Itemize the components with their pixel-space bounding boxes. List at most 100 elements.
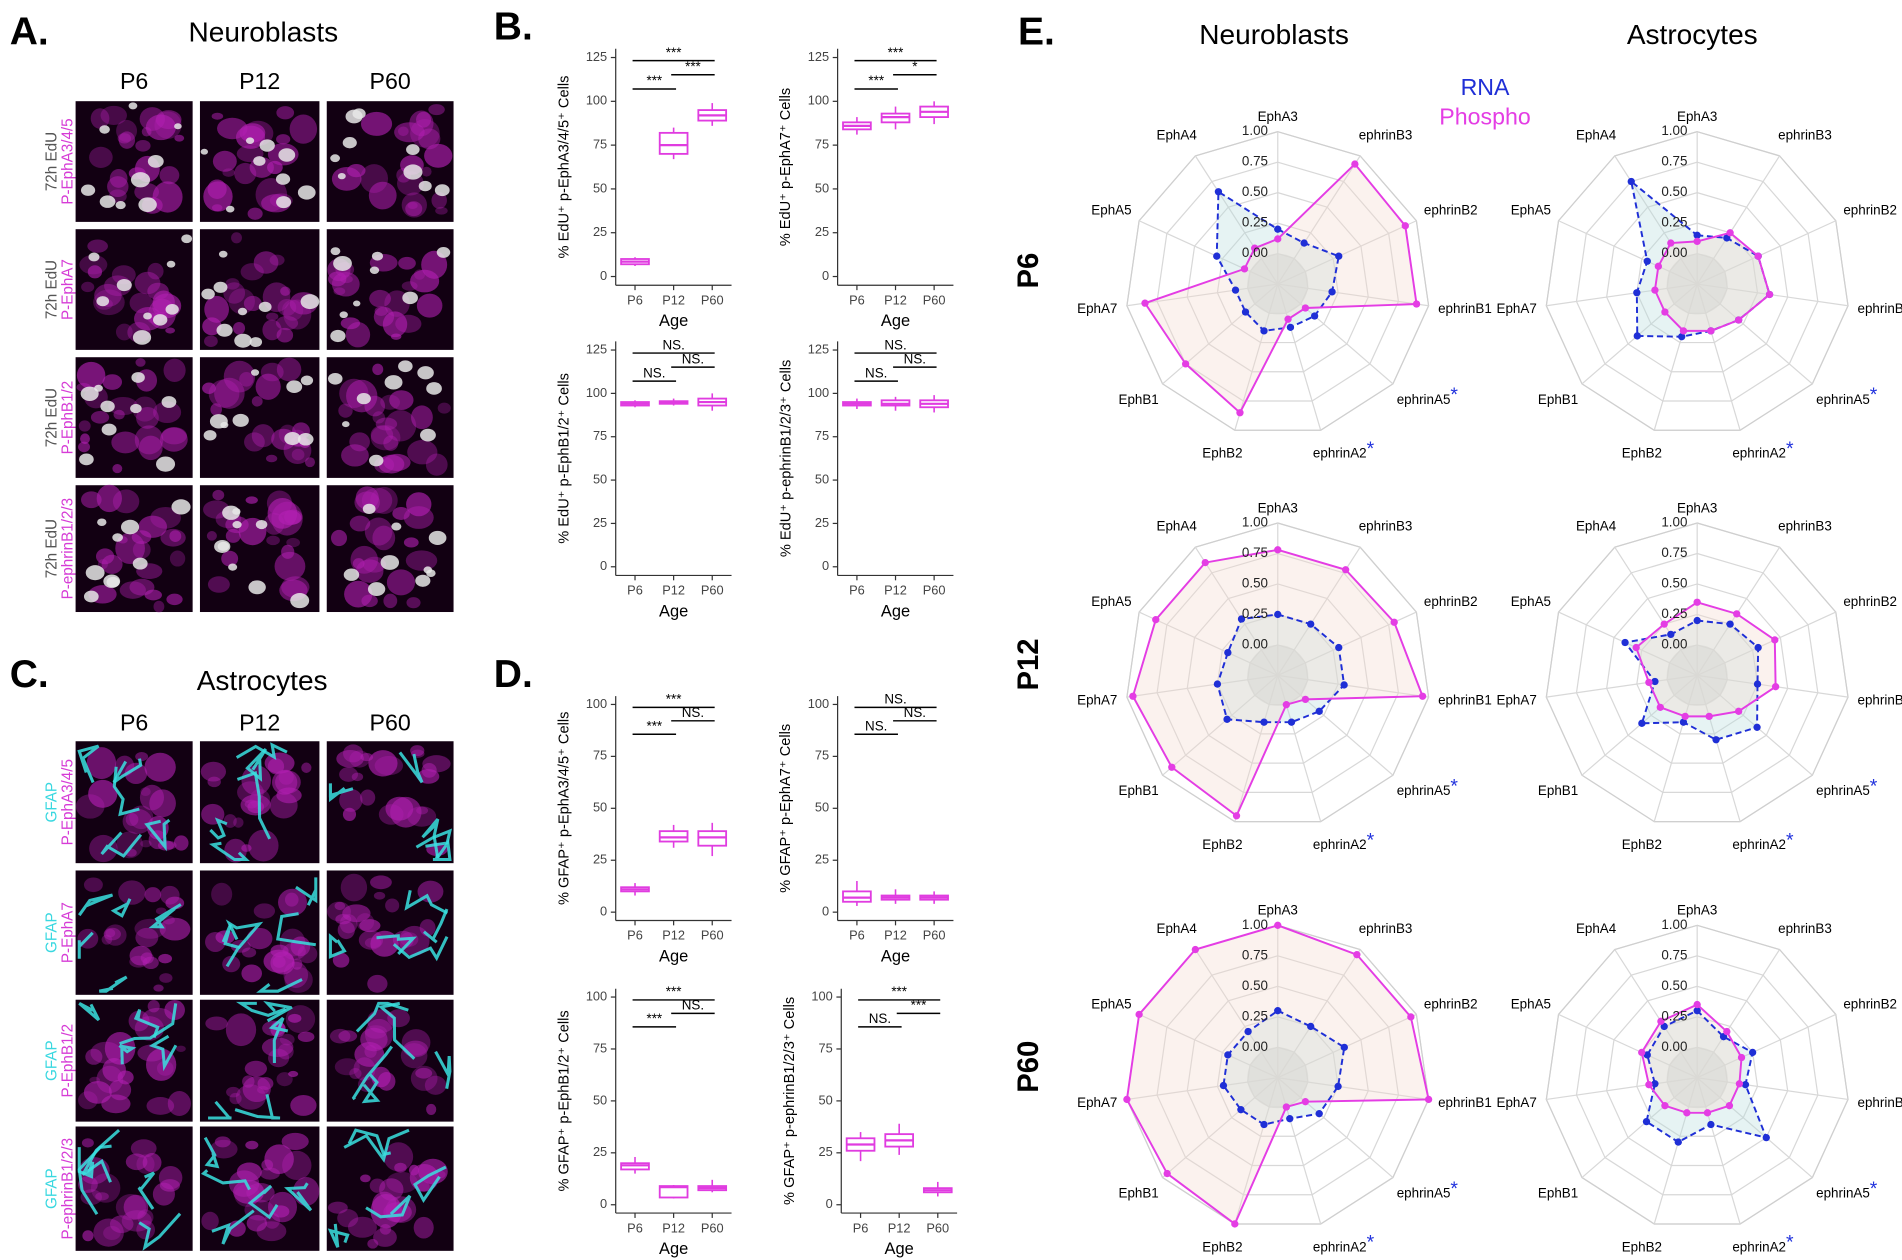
nucleus bbox=[362, 503, 376, 515]
astrocyte-process bbox=[234, 1093, 281, 1120]
stain bbox=[221, 550, 239, 567]
series-line bbox=[1215, 190, 1340, 332]
stain bbox=[147, 262, 164, 280]
stain bbox=[422, 755, 451, 773]
nucleus bbox=[434, 184, 450, 197]
stain bbox=[175, 1045, 186, 1052]
astrocyte-process bbox=[133, 1008, 160, 1039]
nucleus bbox=[391, 522, 402, 531]
nucleus bbox=[203, 430, 217, 441]
stain bbox=[166, 593, 183, 606]
series-point bbox=[1274, 546, 1282, 554]
axis-label: ephrinA2* bbox=[1732, 1232, 1794, 1254]
stain bbox=[225, 278, 240, 290]
x-tick-label: P12 bbox=[884, 293, 907, 308]
spoke bbox=[1162, 674, 1279, 776]
r-tick-label: 0.25 bbox=[1661, 1008, 1687, 1023]
spoke bbox=[1653, 1077, 1698, 1225]
series-point bbox=[1424, 1095, 1433, 1104]
spoke bbox=[1194, 546, 1279, 676]
r-tick-label: 1.00 bbox=[1661, 515, 1687, 530]
stain bbox=[207, 179, 227, 199]
grid-ring bbox=[1666, 252, 1728, 314]
stain bbox=[349, 432, 370, 452]
r-tick-label: 0.00 bbox=[1661, 245, 1687, 260]
nucleus bbox=[337, 172, 346, 180]
nucleus bbox=[255, 519, 268, 530]
stain bbox=[271, 769, 298, 795]
row-label: GFAP bbox=[43, 782, 60, 823]
stain bbox=[383, 435, 399, 451]
r-tick-label: 0.00 bbox=[1661, 636, 1687, 651]
significance-label: NS. bbox=[869, 1011, 891, 1026]
spoke bbox=[1558, 220, 1698, 285]
nucleus bbox=[250, 369, 260, 376]
axis-label-text: EphB1 bbox=[1538, 783, 1578, 798]
series-point bbox=[1681, 712, 1689, 721]
grid-ring bbox=[1186, 583, 1369, 764]
stain bbox=[131, 530, 152, 545]
axis-label-text: EphA7 bbox=[1497, 1094, 1537, 1109]
nucleus bbox=[130, 172, 151, 188]
axis-label-text: ephrinA2 bbox=[1313, 1239, 1367, 1254]
stain bbox=[345, 322, 371, 348]
spoke bbox=[1558, 1013, 1698, 1079]
stain bbox=[159, 917, 191, 941]
column-title: Neuroblasts bbox=[1199, 19, 1349, 50]
stain bbox=[413, 1216, 434, 1239]
series-point bbox=[1168, 763, 1176, 771]
axis-label: EphA4 bbox=[1576, 921, 1617, 936]
axis-label-text: EphA7 bbox=[1497, 301, 1537, 316]
nucleus bbox=[249, 337, 263, 348]
spoke bbox=[1277, 283, 1429, 307]
astrocyte-process bbox=[283, 1182, 313, 1212]
series-point bbox=[1674, 1138, 1682, 1146]
series-point bbox=[1654, 262, 1663, 270]
stain bbox=[269, 254, 285, 266]
stain bbox=[377, 1072, 396, 1091]
stain bbox=[223, 814, 237, 828]
stain bbox=[228, 288, 255, 315]
stain bbox=[407, 439, 438, 465]
axis-label-text: EphA4 bbox=[1576, 518, 1617, 533]
stain bbox=[125, 812, 139, 826]
x-tick-label: P12 bbox=[884, 928, 907, 943]
axis-label: ephrinB2 bbox=[1424, 594, 1478, 609]
grid-ring bbox=[1216, 1016, 1339, 1137]
astrocyte-process bbox=[78, 893, 114, 917]
stain bbox=[204, 295, 229, 323]
axis-label-note: * bbox=[1367, 1232, 1375, 1254]
axis-label-note: * bbox=[1870, 384, 1878, 406]
stain bbox=[153, 600, 165, 613]
nucleus bbox=[216, 323, 233, 337]
stain bbox=[340, 873, 368, 902]
x-tick-label: P12 bbox=[662, 1220, 685, 1235]
y-tick-label: 75 bbox=[818, 1040, 832, 1055]
spoke bbox=[1277, 283, 1322, 431]
significance-label: NS. bbox=[682, 998, 704, 1013]
series-point bbox=[1703, 1109, 1712, 1117]
axis-label-text: EphB1 bbox=[1119, 1185, 1159, 1200]
row-label: P-ephrinB1/2/3 bbox=[59, 1138, 76, 1240]
stain bbox=[359, 919, 381, 933]
axis-label: EphB1 bbox=[1538, 1185, 1578, 1200]
column-header: P6 bbox=[120, 68, 148, 94]
stain bbox=[265, 454, 278, 463]
spoke bbox=[1277, 155, 1361, 285]
panel-label: B. bbox=[494, 6, 533, 49]
series-point bbox=[1260, 718, 1268, 726]
y-tick-label: 25 bbox=[818, 1144, 832, 1159]
stain bbox=[352, 558, 365, 569]
nucleus bbox=[222, 505, 240, 520]
stain bbox=[290, 1094, 317, 1116]
y-tick-label: 75 bbox=[593, 428, 607, 443]
series-point bbox=[1638, 1048, 1646, 1057]
series-point bbox=[1307, 620, 1315, 628]
stain bbox=[241, 844, 252, 852]
axis-label-text: ephrinB2 bbox=[1424, 202, 1478, 217]
axis-label-note: * bbox=[1786, 1232, 1794, 1254]
stain bbox=[275, 315, 299, 331]
spoke bbox=[1277, 949, 1361, 1079]
row-label: 72h EdU bbox=[43, 260, 60, 319]
axis-label-text: EphA3 bbox=[1258, 902, 1298, 917]
